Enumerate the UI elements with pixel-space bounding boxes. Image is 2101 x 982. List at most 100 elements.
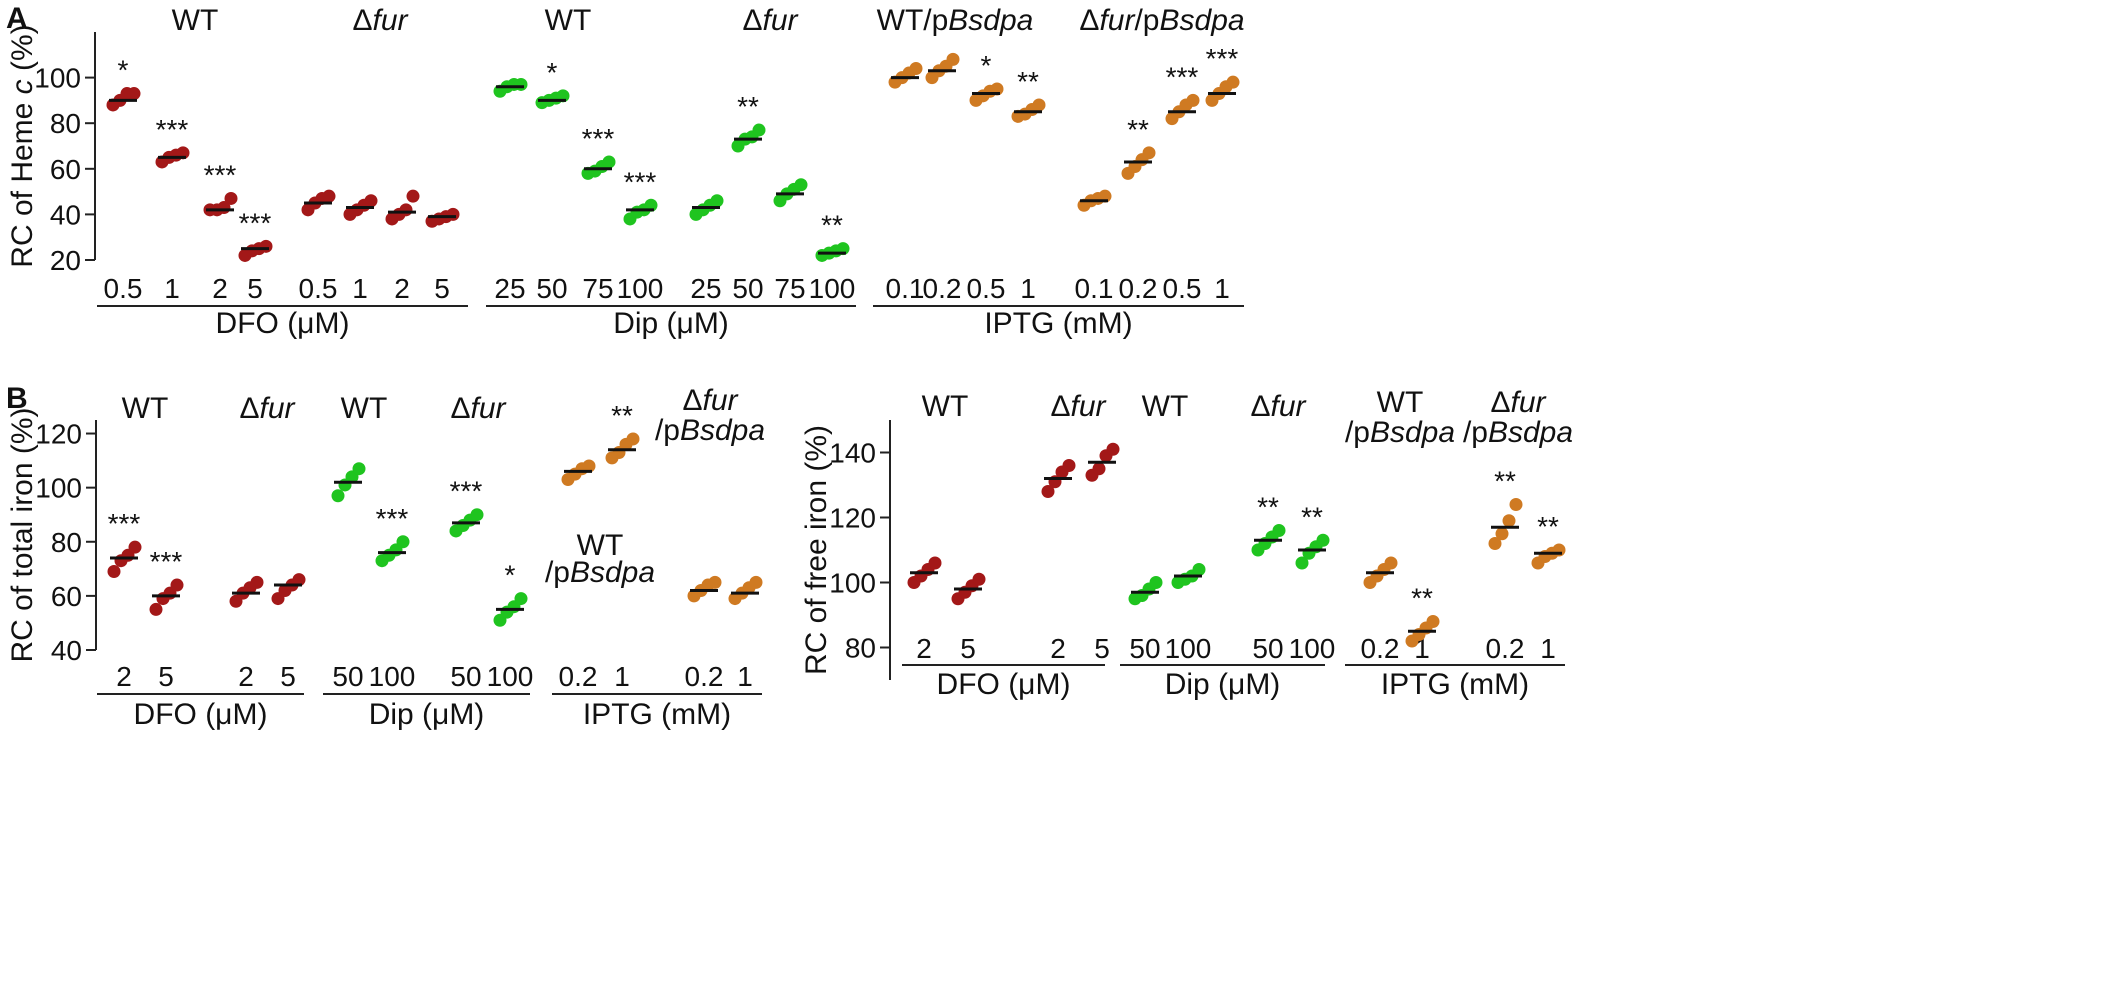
x-tick-label: 25 xyxy=(690,273,721,304)
data-point xyxy=(794,178,808,192)
x-tick-label: 0.1 xyxy=(886,273,925,304)
data-point xyxy=(127,87,141,101)
x-tick-label: 0.2 xyxy=(559,661,598,692)
strain-header: WT xyxy=(341,392,388,425)
x-tick-label: 5 xyxy=(247,273,263,304)
data-point xyxy=(107,565,121,579)
x-tick-label: 2 xyxy=(1050,633,1066,664)
significance-label: ** xyxy=(737,91,759,122)
data-point xyxy=(292,573,306,587)
group-axis-label: DFO (μM) xyxy=(134,698,268,731)
group-axis-label: Dip (μM) xyxy=(369,698,485,731)
x-tick-label: 5 xyxy=(434,273,450,304)
significance-label: *** xyxy=(204,159,237,190)
significance-label: ** xyxy=(1411,583,1433,614)
strain-header: WT xyxy=(122,392,169,425)
data-point xyxy=(626,432,640,446)
data-point xyxy=(364,194,378,208)
x-tick-label: 1 xyxy=(1020,273,1036,304)
significance-label: *** xyxy=(624,166,657,197)
x-tick-label: 25 xyxy=(494,273,525,304)
significance-label: *** xyxy=(376,503,409,534)
group-axis-label: Dip (μM) xyxy=(1165,668,1281,701)
significance-label: * xyxy=(547,57,558,88)
y-tick-label: 100 xyxy=(829,568,876,599)
data-point xyxy=(1426,615,1440,628)
x-tick-label: 2 xyxy=(212,273,228,304)
data-point xyxy=(582,459,596,473)
data-point xyxy=(396,535,410,549)
group-axis-label: DFO (μM) xyxy=(216,307,350,340)
data-point xyxy=(331,489,345,503)
strain-header: WT xyxy=(1142,390,1189,423)
data-point xyxy=(1509,498,1523,511)
x-tick-label: 50 xyxy=(536,273,567,304)
x-tick-label: 100 xyxy=(369,661,416,692)
strain-header: Δfur xyxy=(1250,390,1306,423)
group-axis-label: Dip (μM) xyxy=(613,307,729,340)
x-tick-label: 100 xyxy=(617,273,664,304)
y-axis-label: RC of Heme c (%) xyxy=(6,24,39,267)
data-point xyxy=(446,207,460,221)
data-point xyxy=(972,572,986,586)
x-tick-label: 50 xyxy=(1252,633,1283,664)
strain-header: Δfur xyxy=(352,4,408,37)
y-tick-label: 100 xyxy=(35,473,82,504)
significance-label: * xyxy=(505,560,516,591)
data-point xyxy=(1192,563,1206,576)
data-point xyxy=(602,155,616,169)
y-tick-label: 140 xyxy=(829,438,876,469)
x-tick-label: 0.2 xyxy=(1119,273,1158,304)
data-point xyxy=(352,462,366,476)
strain-header: Δfur/pBsdpa xyxy=(1079,4,1244,37)
x-tick-label: 1 xyxy=(352,273,368,304)
x-tick-label: 0.2 xyxy=(1361,633,1400,664)
strain-header: Δfur xyxy=(1490,386,1546,419)
significance-label: *** xyxy=(150,546,183,577)
data-point xyxy=(1092,462,1106,476)
significance-label: ** xyxy=(1017,66,1039,97)
significance-label: *** xyxy=(582,123,615,154)
x-tick-label: 2 xyxy=(916,633,932,664)
data-point xyxy=(406,189,420,203)
y-tick-label: 60 xyxy=(51,581,82,612)
strain-header: WT xyxy=(922,390,969,423)
y-tick-label: 80 xyxy=(51,527,82,558)
significance-label: ** xyxy=(821,210,843,241)
data-point xyxy=(1502,514,1516,528)
y-tick-label: 20 xyxy=(50,245,81,276)
strain-header: WT/pBsdpa xyxy=(877,4,1034,37)
x-tick-label: 5 xyxy=(280,661,296,692)
strain-header: Δfur xyxy=(682,384,738,417)
group-axis-label: IPTG (mM) xyxy=(1381,668,1529,701)
significance-label: *** xyxy=(1206,43,1239,74)
data-point xyxy=(1149,576,1163,589)
data-point xyxy=(749,575,763,589)
y-tick-label: 120 xyxy=(35,419,82,450)
data-point xyxy=(259,239,273,253)
x-tick-label: 0.2 xyxy=(1486,633,1525,664)
x-tick-label: 100 xyxy=(1165,633,1212,664)
data-point xyxy=(1272,524,1286,537)
strain-header: WT xyxy=(577,529,624,562)
x-tick-label: 2 xyxy=(116,661,132,692)
x-tick-label: 50 xyxy=(732,273,763,304)
x-tick-label: 5 xyxy=(1094,633,1110,664)
x-tick-label: 0.1 xyxy=(1075,273,1114,304)
significance-label: * xyxy=(981,50,992,81)
x-tick-label: 0.2 xyxy=(685,661,724,692)
x-tick-label: 1 xyxy=(1214,273,1230,304)
data-point xyxy=(514,77,528,91)
x-tick-label: 50 xyxy=(332,661,363,692)
x-tick-label: 100 xyxy=(809,273,856,304)
data-point xyxy=(470,508,484,522)
strain-header: Δfur xyxy=(742,4,798,37)
x-tick-label: 2 xyxy=(238,661,254,692)
x-tick-label: 50 xyxy=(450,661,481,692)
significance-label: ** xyxy=(1537,511,1559,542)
x-tick-label: 1 xyxy=(1540,633,1556,664)
data-point xyxy=(149,602,163,616)
group-axis-label: DFO (μM) xyxy=(937,668,1071,701)
